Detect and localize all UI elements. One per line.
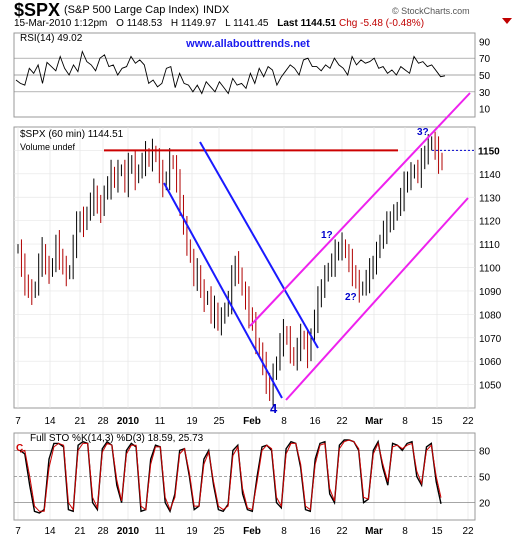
quote-open: O 1148.53 xyxy=(116,18,163,29)
sto-x-tick-label: 2010 xyxy=(117,526,140,537)
price-x-tick-label: 28 xyxy=(97,416,109,427)
wave-label: 1? xyxy=(321,230,333,241)
sto-x-tick-label: 7 xyxy=(15,526,21,537)
price-x-tick-label: Mar xyxy=(365,416,383,427)
price-y-tick-label: 1140 xyxy=(479,170,501,181)
price-y-tick-label: 1050 xyxy=(479,381,502,392)
blue-channel-upper-line xyxy=(199,141,319,349)
quote-datetime: 15-Mar-2010 1:12pm xyxy=(14,18,108,29)
price-x-tick-label: 25 xyxy=(213,416,225,427)
wave-label: 3? xyxy=(417,127,429,138)
quote-row: 15-Mar-2010 1:12pm O 1148.53 H 1149.97 L… xyxy=(14,18,430,29)
price-y-tick-label: 1060 xyxy=(479,357,502,368)
wave-label: 4 xyxy=(270,401,278,416)
sto-x-tick-label: 22 xyxy=(336,526,348,537)
sto-x-tick-label: 14 xyxy=(44,526,56,537)
rsi-label: RSI(14) 49.02 xyxy=(20,33,83,44)
sto-x-tick-label: 19 xyxy=(186,526,198,537)
rsi-y-tick-label: 50 xyxy=(479,71,491,82)
price-x-tick-label: Feb xyxy=(243,416,261,427)
last-price-box xyxy=(476,143,514,157)
price-x-tick-label: 14 xyxy=(44,416,56,427)
rsi-y-tick-label: 70 xyxy=(479,54,491,65)
quote-last: Last 1144.51 xyxy=(277,18,337,29)
price-y-tick-label: 1090 xyxy=(479,287,502,298)
sto-x-tick-label: 28 xyxy=(97,526,109,537)
price-x-tick-label: 16 xyxy=(309,416,321,427)
quote-change: Chg -5.48 (-0.48%) xyxy=(338,18,425,29)
quote-high: H 1149.97 xyxy=(170,18,217,29)
down-arrow-icon xyxy=(502,18,512,24)
exchange-label: INDX xyxy=(202,4,230,16)
price-x-tick-label: 8 xyxy=(281,416,287,427)
sto-x-tick-label: 8 xyxy=(281,526,287,537)
price-x-tick-label: 21 xyxy=(74,416,86,427)
price-y-tick-label: 1120 xyxy=(479,217,501,228)
chart-symbol: $SPX xyxy=(14,0,61,20)
wave-label: 2? xyxy=(345,292,357,303)
sto-x-tick-label: 16 xyxy=(309,526,321,537)
sto-y-tick-label: 20 xyxy=(479,499,491,510)
last-price-tag: 1150 xyxy=(478,146,500,157)
rsi-y-tick-label: 10 xyxy=(479,105,491,116)
sto-corner-label: C xyxy=(16,443,23,454)
quote-low: L 1141.45 xyxy=(225,18,269,29)
price-x-tick-label: 2010 xyxy=(117,416,140,427)
volume-label: Volume undef xyxy=(20,142,76,152)
price-label: $SPX (60 min) 1144.51 xyxy=(20,129,124,140)
price-x-tick-label: 15 xyxy=(431,416,443,427)
price-y-tick-label: 1110 xyxy=(479,240,500,251)
watermark-link: www.allabouttrends.net xyxy=(185,38,310,50)
price-y-tick-label: 1080 xyxy=(479,310,502,321)
price-x-tick-label: 19 xyxy=(186,416,198,427)
sto-label: Full STO %K(14,3) %D(3) 18.59, 25.73 xyxy=(30,433,204,444)
price-x-tick-label: 22 xyxy=(462,416,474,427)
blue-channel-lower-line xyxy=(163,182,283,399)
price-x-tick-label: 11 xyxy=(155,416,166,427)
price-x-tick-label: 7 xyxy=(15,416,21,427)
price-y-tick-label: 1130 xyxy=(479,193,501,204)
sto-x-tick-label: 15 xyxy=(431,526,443,537)
price-x-tick-label: 22 xyxy=(336,416,348,427)
sto-x-tick-label: 8 xyxy=(402,526,408,537)
sto-x-tick-label: 21 xyxy=(74,526,86,537)
magenta-channel-lower-line xyxy=(285,197,469,401)
index-name: (S&P 500 Large Cap Index) INDX xyxy=(64,4,229,16)
rsi-y-tick-label: 30 xyxy=(479,88,491,99)
price-y-tick-label: 1100 xyxy=(479,264,501,275)
price-x-tick-label: 8 xyxy=(402,416,408,427)
magenta-channel-upper-line xyxy=(249,92,471,327)
sto-x-tick-label: 22 xyxy=(462,526,474,537)
sto-x-tick-label: Feb xyxy=(243,526,261,537)
index-full-name: (S&P 500 Large Cap Index) xyxy=(64,4,199,16)
stockcharts-credit[interactable]: © StockCharts.com xyxy=(392,6,470,16)
price-y-tick-label: 1070 xyxy=(479,334,502,345)
sto-y-tick-label: 50 xyxy=(479,473,491,484)
rsi-y-tick-label: 90 xyxy=(479,37,491,48)
sto-d-line xyxy=(19,439,442,512)
sto-x-tick-label: Mar xyxy=(365,526,383,537)
sto-y-tick-label: 80 xyxy=(479,446,491,457)
sto-x-tick-label: 11 xyxy=(155,526,166,537)
rsi-line xyxy=(15,50,446,95)
sto-x-tick-label: 25 xyxy=(213,526,225,537)
